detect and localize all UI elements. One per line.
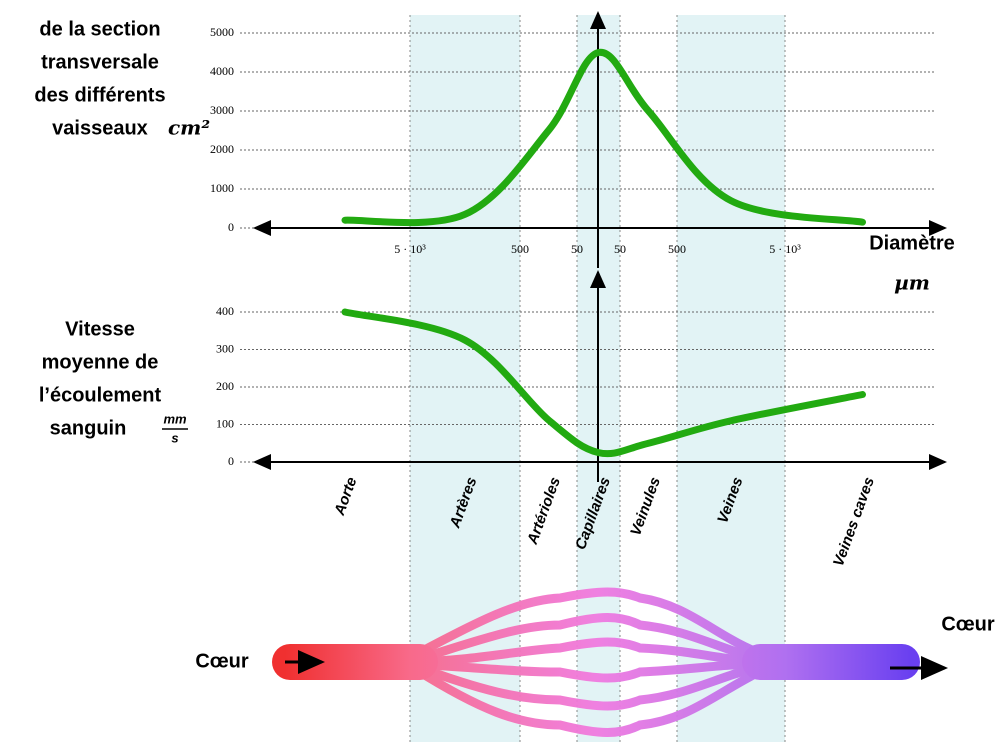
y-axis-label: de la section [39,18,160,40]
y-axis-label: l’écoulement [39,384,162,406]
diameter-label: 5 · 10³ [769,242,801,256]
x-unit: µm [894,271,930,295]
y-unit-num: mm [163,411,187,426]
category-label: Veinules [627,475,664,538]
y-axis-label: moyenne de [42,351,159,373]
right-heart-label: Cœur [941,613,995,635]
x-axis-label: Diamètre [869,232,955,254]
y-axis-label: vaisseaux [52,117,148,139]
diameter-label: 500 [668,242,686,256]
y-axis-label: sanguin [50,417,127,439]
y-tick-label: 3000 [210,103,234,117]
y-tick-label: 200 [216,379,234,393]
y-axis-label: Vitesse [65,318,135,340]
y-unit: cm² [168,116,210,140]
y-tick-label: 300 [216,341,234,355]
y-tick-label: 0 [228,220,234,234]
y-tick-label: 100 [216,416,234,430]
y-tick-label: 400 [216,304,234,318]
y-tick-label: 0 [228,454,234,468]
diameter-label: 50 [614,242,626,256]
y-axis-label: transversale [41,51,159,73]
left-heart-label: Cœur [195,650,249,672]
y-tick-label: 2000 [210,142,234,156]
y-tick-label: 1000 [210,181,234,195]
y-unit-den: s [171,430,178,445]
diameter-label: 5 · 10³ [394,242,426,256]
y-tick-label: 4000 [210,64,234,78]
y-axis-label: des différents [34,84,165,106]
category-label: Aorte [331,475,361,519]
diameter-label: 50 [571,242,583,256]
diameter-label: 500 [511,242,529,256]
category-label: Artérioles [524,475,564,548]
category-label: Veines caves [830,475,878,569]
figure: Cœur Cœur 010002000300040005000de la sec… [0,0,1006,742]
y-tick-label: 5000 [210,25,234,39]
